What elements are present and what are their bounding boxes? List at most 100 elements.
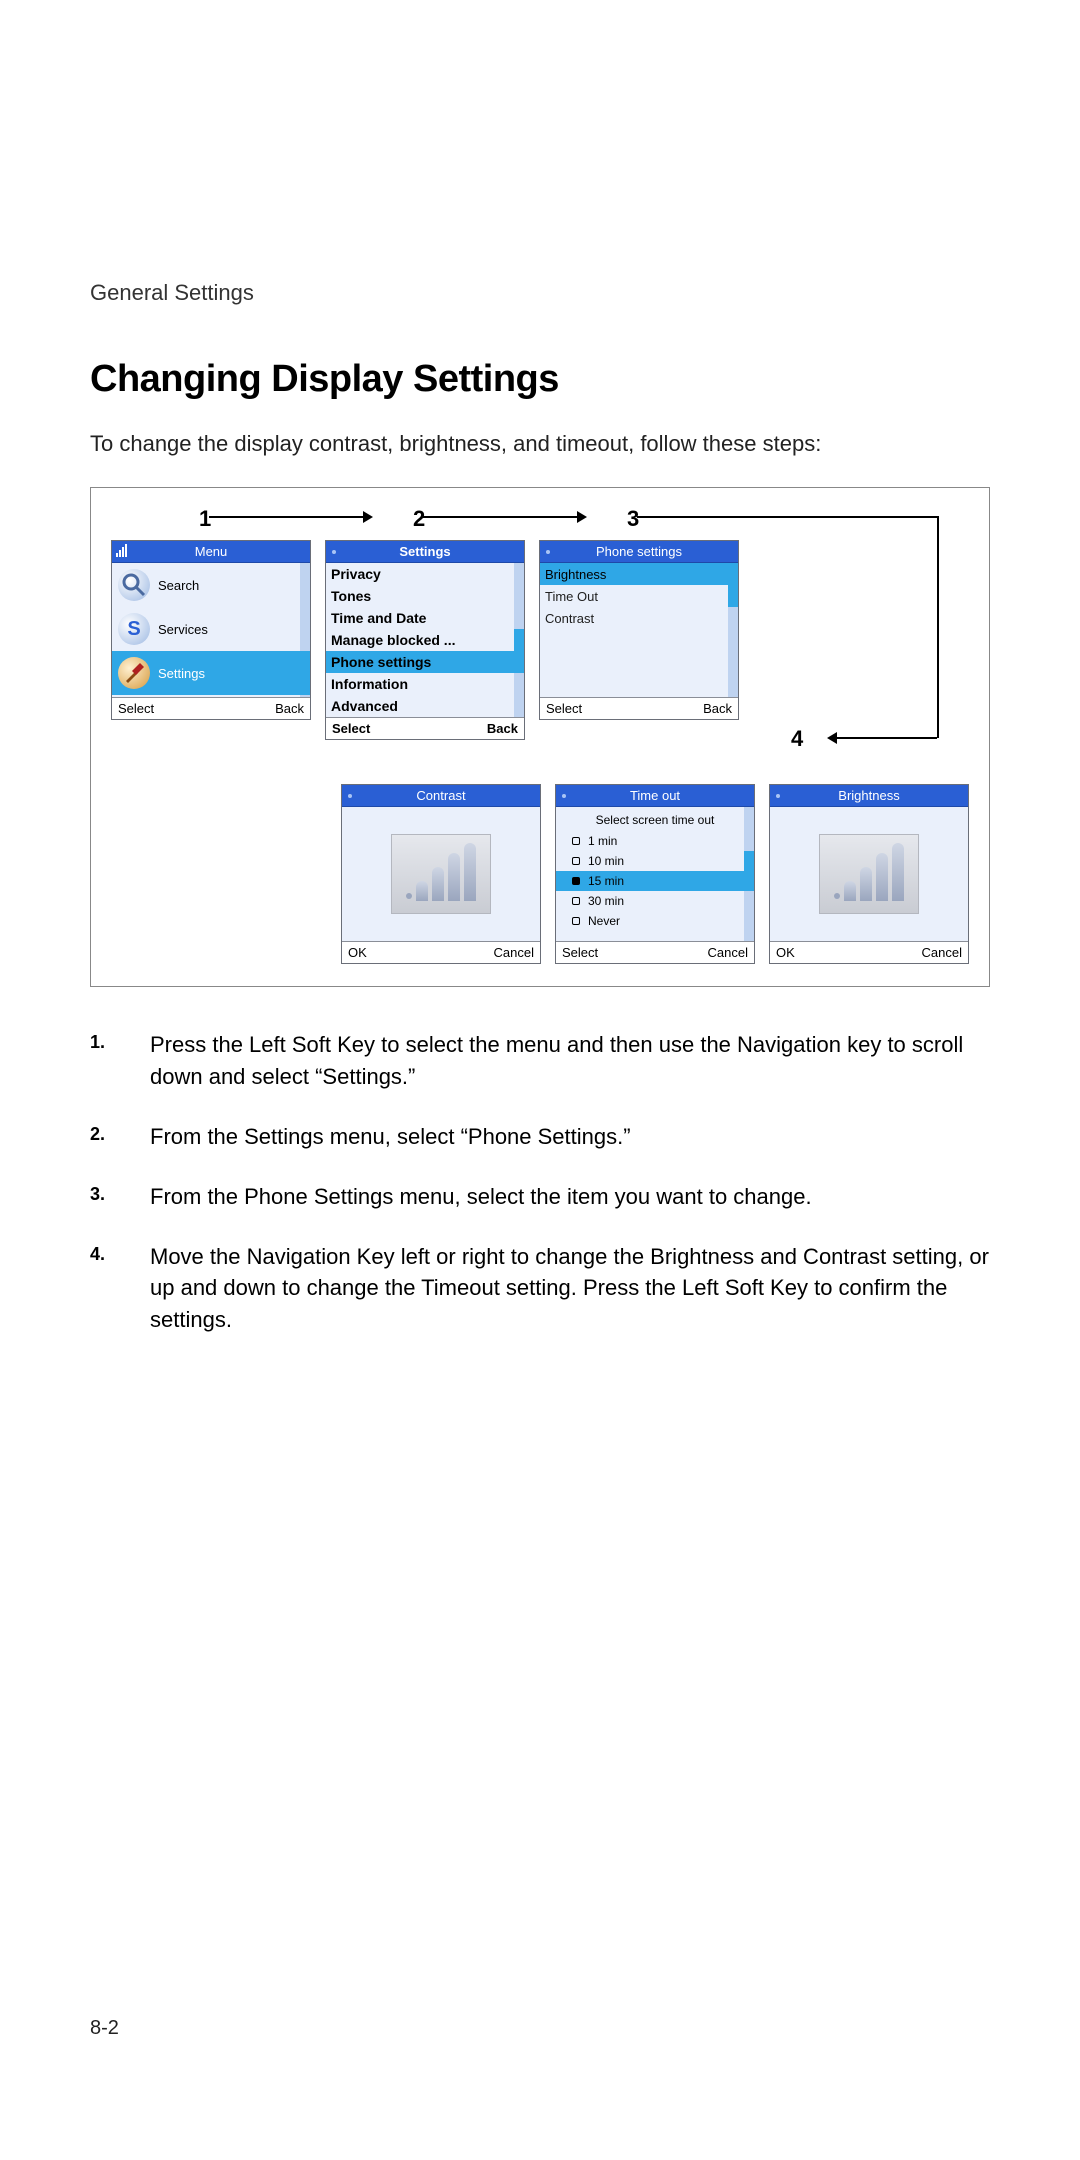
instructions-list: 1. Press the Left Soft Key to select the… [90,1029,990,1336]
screen-menu: Menu Search S Services [111,540,311,720]
settings-row-phonesettings: Phone settings [326,651,524,673]
screen-contrast: Contrast OK Cancel [341,784,541,964]
timeout-opt-1min: 1 min [556,831,754,851]
step-text: From the Phone Settings menu, select the… [150,1181,812,1213]
timeout-opt-never: Never [556,911,754,931]
arrow-3-right [637,516,937,518]
timeout-opt-15min-label: 15 min [588,874,624,888]
screen-timeout-soft-right: Cancel [708,945,748,960]
page-heading: Changing Display Settings [90,358,990,401]
bars-icon [391,834,491,914]
ps-row-brightness: Brightness [540,563,738,585]
screen-menu-titlebar: Menu [112,541,310,563]
timeout-opt-15min: 15 min [556,871,754,891]
step-num: 3. [90,1181,118,1213]
screen-ps-soft-left: Select [546,701,582,716]
title-dot-icon [546,550,550,554]
settings-row-timedate: Time and Date [326,607,524,629]
screen-phone-settings: Phone settings Brightness Time Out Contr… [539,540,739,720]
title-dot-icon [332,550,336,554]
instruction-step-3: 3. From the Phone Settings menu, select … [90,1181,990,1213]
menu-item-services: S Services [112,607,300,651]
step-label-4: 4 [791,726,803,752]
screen-menu-soft-right: Back [275,701,304,716]
ps-row-contrast: Contrast [540,607,738,629]
menu-item-settings: Settings [112,651,300,695]
screen-menu-title: Menu [195,544,228,559]
step-label-1: 1 [199,506,211,532]
settings-row-advanced: Advanced [326,695,524,717]
arrow-to-4 [829,737,937,739]
diagram-container: 1 2 3 /* remove arrowhead from last hori… [90,487,990,987]
step-label-3: 3 [627,506,639,532]
settings-row-blocked: Manage blocked ... [326,629,524,651]
skype-icon: S [118,613,150,645]
title-dot-icon [776,794,780,798]
settings-row-information: Information [326,673,524,695]
menu-item-services-label: Services [158,622,208,637]
step-text: Press the Left Soft Key to select the me… [150,1029,990,1093]
screen-settings-title: Settings [399,544,450,559]
settings-row-tones: Tones [326,585,524,607]
step-num: 2. [90,1121,118,1153]
bars-icon [819,834,919,914]
title-dot-icon [562,794,566,798]
tools-icon [118,657,150,689]
screen-menu-soft-left: Select [118,701,154,716]
screens-row-top: Menu Search S Services [111,540,969,740]
screen-timeout-title: Time out [630,788,680,803]
timeout-opt-10min: 10 min [556,851,754,871]
screen-timeout: Time out Select screen time out 1 min 10… [555,784,755,964]
screens-row-bottom: Contrast OK Cancel [111,784,969,964]
screen-contrast-soft-left: OK [348,945,367,960]
scrollbar-thumb [744,851,754,891]
timeout-opt-1min-label: 1 min [588,834,617,848]
arrow-2-3 [423,516,585,518]
ps-row-timeout: Time Out [540,585,738,607]
scrollbar-thumb [300,651,310,695]
screen-timeout-titlebar: Time out [556,785,754,807]
arrow-1-2 [209,516,371,518]
instruction-step-1: 1. Press the Left Soft Key to select the… [90,1029,990,1093]
screen-timeout-soft-left: Select [562,945,598,960]
screen-settings-soft-left: Select [332,721,370,736]
connector-down [937,516,939,738]
timeout-opt-never-label: Never [588,914,620,928]
screen-ps-titlebar: Phone settings [540,541,738,563]
instruction-step-4: 4. Move the Navigation Key left or right… [90,1241,990,1337]
screen-ps-title: Phone settings [596,544,682,559]
settings-row-privacy: Privacy [326,563,524,585]
timeout-opt-30min-label: 30 min [588,894,624,908]
intro-text: To change the display contrast, brightne… [90,431,990,457]
title-dot-icon [348,794,352,798]
screen-settings-soft-right: Back [487,721,518,736]
screen-ps-soft-right: Back [703,701,732,716]
step-text: From the Settings menu, select “Phone Se… [150,1121,631,1153]
screen-brightness-soft-right: Cancel [922,945,962,960]
scrollbar-thumb [514,629,524,673]
timeout-opt-10min-label: 10 min [588,854,624,868]
search-icon [118,569,150,601]
screen-brightness-soft-left: OK [776,945,795,960]
screen-settings-titlebar: Settings [326,541,524,563]
step-num: 1. [90,1029,118,1093]
signal-icon [116,544,130,558]
section-label: General Settings [90,280,990,306]
screen-brightness-titlebar: Brightness [770,785,968,807]
step-label-2: 2 [413,506,425,532]
screen-brightness-title: Brightness [838,788,899,803]
timeout-opt-30min: 30 min [556,891,754,911]
screen-contrast-soft-right: Cancel [494,945,534,960]
timeout-heading: Select screen time out [556,807,754,831]
instruction-step-2: 2. From the Settings menu, select “Phone… [90,1121,990,1153]
step-num: 4. [90,1241,118,1337]
scrollbar-thumb [728,563,738,607]
page-number: 8-2 [90,2017,119,2040]
menu-item-search: Search [112,563,300,607]
menu-item-settings-label: Settings [158,666,205,681]
screen-brightness: Brightness OK Cancel [769,784,969,964]
step-text: Move the Navigation Key left or right to… [150,1241,990,1337]
menu-item-search-label: Search [158,578,199,593]
screen-contrast-title: Contrast [416,788,465,803]
screen-contrast-titlebar: Contrast [342,785,540,807]
